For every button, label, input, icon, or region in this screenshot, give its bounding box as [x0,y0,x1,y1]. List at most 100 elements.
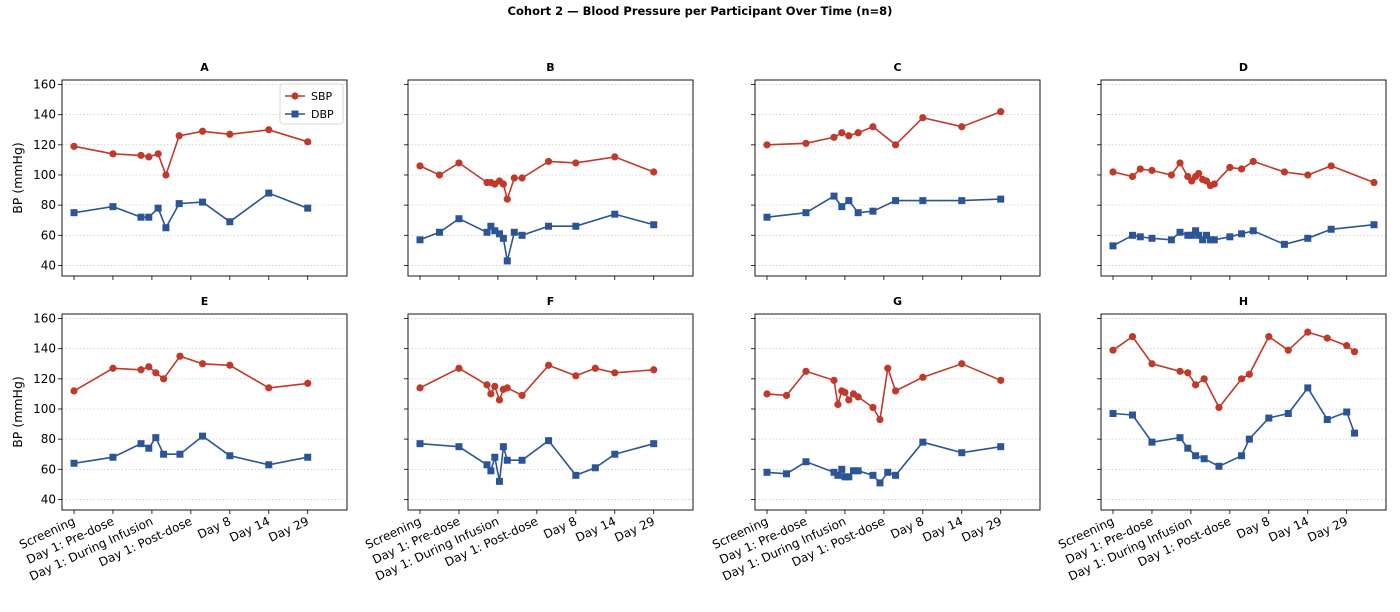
point-sbp [876,415,884,424]
point-sbp [510,174,518,182]
legend-marker-dbp [291,110,299,118]
point-sbp [1237,165,1246,173]
point-sbp [891,141,900,149]
point-dbp [499,443,507,451]
point-dbp [958,449,966,457]
point-sbp [1370,178,1378,187]
legend-label-dbp: DBP [311,108,334,121]
panels: 40 60 80 100 120 140 160 A BP (mmHg) SBP DBP B C D 40 6… [10,61,1387,584]
point-dbp [838,203,846,211]
point-dbp [763,213,771,221]
point-dbp [1265,414,1273,422]
point-dbp [545,222,553,230]
point-dbp [1184,231,1192,239]
point-dbp [763,468,771,476]
series-line-dbp [73,192,308,230]
point-sbp [869,403,877,412]
x-tick-label: Day 14 [1266,514,1311,545]
point-sbp [1148,166,1156,175]
point-sbp [854,393,862,401]
point-dbp [199,198,207,206]
point-dbp [1327,225,1335,233]
series-line-dbp [419,213,654,262]
point-dbp [145,444,153,452]
point-dbp [1304,234,1312,242]
panel-title: A [200,61,209,74]
point-dbp [611,210,619,218]
point-dbp [572,471,580,479]
point-dbp [650,440,658,448]
plot-frame [1100,79,1387,277]
point-dbp [1323,416,1331,424]
point-sbp [137,366,145,374]
point-dbp [1195,231,1203,239]
point-sbp [1200,375,1208,383]
point-dbp [838,465,846,473]
point-dbp [70,209,78,217]
point-dbp [455,215,463,223]
point-dbp [495,477,503,485]
point-dbp [435,228,443,236]
point-sbp [162,171,170,179]
point-dbp [109,203,117,211]
point-dbp [1280,240,1288,248]
point-dbp [1200,455,1208,463]
x-tick-label: Day 8 [541,514,579,542]
point-dbp [854,209,862,217]
point-sbp [1184,369,1192,377]
point-dbp [845,473,853,481]
point-sbp [1176,367,1184,375]
point-sbp [845,132,853,140]
y-tick-label: 100 [33,402,56,416]
point-sbp [869,123,877,131]
point-dbp [416,440,424,448]
point-sbp [455,364,463,372]
y-tick-label: 100 [33,168,56,182]
point-sbp [1249,157,1257,166]
point-dbp [1148,438,1156,446]
point-dbp [650,221,658,229]
point-sbp [304,379,312,387]
plot-frame [754,79,1041,277]
panel-title: D [1239,61,1248,74]
point-dbp [265,189,273,197]
point-sbp [265,126,273,134]
point-dbp [869,471,877,479]
x-tick-label: Day 29 [266,514,311,545]
y-axis-label: BP (mmHg) [10,376,25,448]
series-line-dbp [766,195,1001,218]
point-dbp [1167,236,1175,244]
point-dbp [849,467,857,475]
point-sbp [137,151,145,159]
y-tick-label: 120 [33,372,56,386]
point-sbp [226,361,234,369]
point-dbp [997,443,1005,451]
point-dbp [869,207,877,215]
point-sbp [70,387,78,395]
plot-frame [754,313,1041,511]
point-sbp [1136,165,1144,173]
point-sbp [591,364,599,372]
point-sbp [1128,333,1137,341]
x-tick-label: Day 29 [612,514,657,545]
x-tick-label: Day 8 [888,514,926,542]
x-tick-label: Day 29 [959,514,1004,545]
point-sbp [802,367,810,375]
point-dbp [841,473,849,481]
point-sbp [109,364,117,372]
panel-A: 40 60 80 100 120 140 160 A BP (mmHg) SBP DBP [10,61,348,280]
point-sbp [1265,333,1273,341]
point-dbp [1188,231,1196,239]
point-sbp [834,400,842,409]
point-sbp [1350,348,1359,356]
series-line-sbp [766,110,1001,146]
point-dbp [1284,410,1292,418]
point-dbp [1184,444,1192,452]
x-tick-label: Day 29 [1305,514,1350,545]
point-sbp [854,129,862,137]
point-dbp [491,453,499,461]
point-sbp [1284,346,1292,354]
point-sbp [763,390,771,398]
